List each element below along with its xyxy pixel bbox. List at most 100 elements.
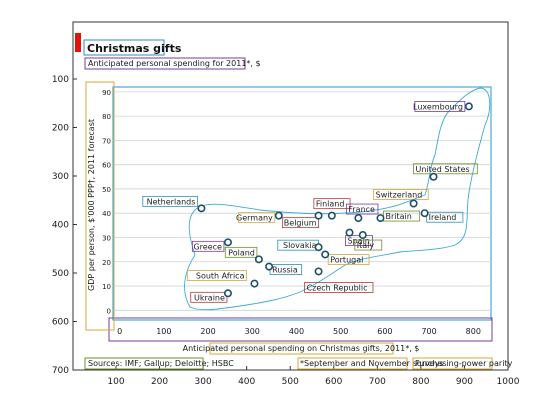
y-tick-label: 60 xyxy=(102,162,111,170)
outer-x-tick-label: 700 xyxy=(369,377,386,387)
y-axis-label: GDP per person, $'000 PPP†, 2011 forecas… xyxy=(87,119,96,291)
point-label-box xyxy=(345,203,379,215)
x-tick-label: 400 xyxy=(289,327,304,336)
title-box xyxy=(83,39,165,56)
point-label-box xyxy=(191,240,225,252)
scatter-point xyxy=(265,262,274,271)
point-label: France xyxy=(348,205,375,214)
scatter-point xyxy=(250,279,259,288)
plot-frame xyxy=(112,86,492,321)
point-label: Slovakia xyxy=(283,241,317,250)
outer-x-tick-label: 500 xyxy=(282,377,299,387)
scatter-point xyxy=(254,255,263,264)
y-tick-label: 30 xyxy=(102,234,111,242)
point-label-box xyxy=(190,291,228,303)
point-label-box xyxy=(224,246,258,258)
scatter-point xyxy=(376,214,385,223)
scatter-point xyxy=(314,243,323,252)
x-axis-label: Anticipated personal spending on Christm… xyxy=(183,344,420,353)
scatter-point xyxy=(354,214,363,223)
point-label-box xyxy=(238,212,276,224)
point-label: United States xyxy=(416,165,470,174)
footnote1-box xyxy=(297,357,408,370)
point-label: Britain xyxy=(385,212,411,221)
outer-y-tick-label: 600 xyxy=(52,318,69,328)
subtitle-box xyxy=(84,57,246,70)
outer-y-tick-label: 300 xyxy=(52,172,69,182)
accent-tag xyxy=(75,33,81,52)
point-label-box xyxy=(281,217,319,229)
point-label: Germany xyxy=(236,214,273,223)
y-tick-label: 50 xyxy=(102,186,111,194)
outer-y-tick-label: 500 xyxy=(52,269,69,279)
x-tick-label: 600 xyxy=(377,327,392,336)
point-label: Portugal xyxy=(330,255,363,264)
point-label: Ireland xyxy=(429,213,457,222)
y-tick-label: 0 xyxy=(107,307,111,315)
outer-x-tick-label: 600 xyxy=(325,377,342,387)
point-label-box xyxy=(186,270,247,281)
point-label: Poland xyxy=(228,248,255,257)
scatter-point xyxy=(420,209,429,218)
point-label-box xyxy=(426,211,464,223)
x-tick-label: 200 xyxy=(200,327,215,336)
x-tick-label: 300 xyxy=(245,327,260,336)
scatter-point xyxy=(464,102,473,111)
scatter-point xyxy=(358,231,367,240)
point-label: Luxembourg xyxy=(413,102,463,111)
outer-x-tick-label: 200 xyxy=(151,377,168,387)
scatter-point xyxy=(223,238,232,247)
outer-y-tick-label: 200 xyxy=(52,124,69,134)
y-tick-label: 90 xyxy=(102,89,111,97)
point-label-box xyxy=(313,198,351,210)
x-tick-label: 800 xyxy=(466,327,481,336)
x-axis: 0 100 200 300 400 500 600 700 800 xyxy=(117,327,481,336)
scatter-point xyxy=(274,211,283,220)
point-label-box xyxy=(142,195,198,207)
point-label: Italy xyxy=(357,241,375,250)
outer-y-tick-label: 400 xyxy=(52,221,69,231)
y-tick-label: 40 xyxy=(102,210,111,218)
point-label-box xyxy=(304,282,374,293)
x-tick-label: 0 xyxy=(117,327,122,336)
y-axis: 0 10 20 30 40 50 60 70 80 90 xyxy=(102,89,111,315)
x-tick-label: 500 xyxy=(333,327,348,336)
scatter-point xyxy=(345,228,354,237)
chart-subtitle: Anticipated personal spending for 2011*,… xyxy=(88,59,261,68)
scatter-points: Luxembourg United States Netherlands Switze… xyxy=(142,101,478,303)
scatter-point xyxy=(197,204,206,213)
outer-y-tick-label: 700 xyxy=(52,366,69,376)
scatter-point xyxy=(223,289,232,298)
outer-x-tick-label: 1000 xyxy=(497,377,520,387)
y-tick-label: 80 xyxy=(102,113,111,121)
point-label-box xyxy=(354,239,383,251)
y-label-box xyxy=(85,81,115,331)
point-label: Greece xyxy=(193,242,222,251)
scatter-point xyxy=(409,199,418,208)
outer-x-tick-label: 800 xyxy=(412,377,429,387)
x-label-box xyxy=(209,342,394,355)
chart-title: Christmas gifts xyxy=(87,42,182,55)
y-tick-label: 70 xyxy=(102,137,111,145)
scatter-point xyxy=(321,250,330,259)
scatter-point xyxy=(314,211,323,220)
scatter-point xyxy=(429,172,438,181)
point-label: Spain xyxy=(348,237,370,246)
footnote2-box xyxy=(412,357,493,370)
point-label: Ukraine xyxy=(194,293,225,302)
point-label: South Africa xyxy=(196,272,245,281)
scatter-point xyxy=(314,267,323,276)
outer-x-tick-label: 400 xyxy=(238,377,255,387)
source-box xyxy=(84,357,204,370)
grid xyxy=(113,91,491,311)
footnote2-text: Purchasing-power parity xyxy=(415,359,513,368)
outer-y-axis: 100 200 300 400 500 600 700 xyxy=(52,75,77,376)
point-label-box xyxy=(373,189,429,200)
point-label: Belgium xyxy=(284,219,317,228)
y-tick-label: 20 xyxy=(102,259,111,267)
point-label: Russia xyxy=(272,266,298,275)
point-label-box xyxy=(327,254,370,265)
point-label: Czech Republic xyxy=(307,283,368,292)
scatter-point xyxy=(327,211,336,220)
